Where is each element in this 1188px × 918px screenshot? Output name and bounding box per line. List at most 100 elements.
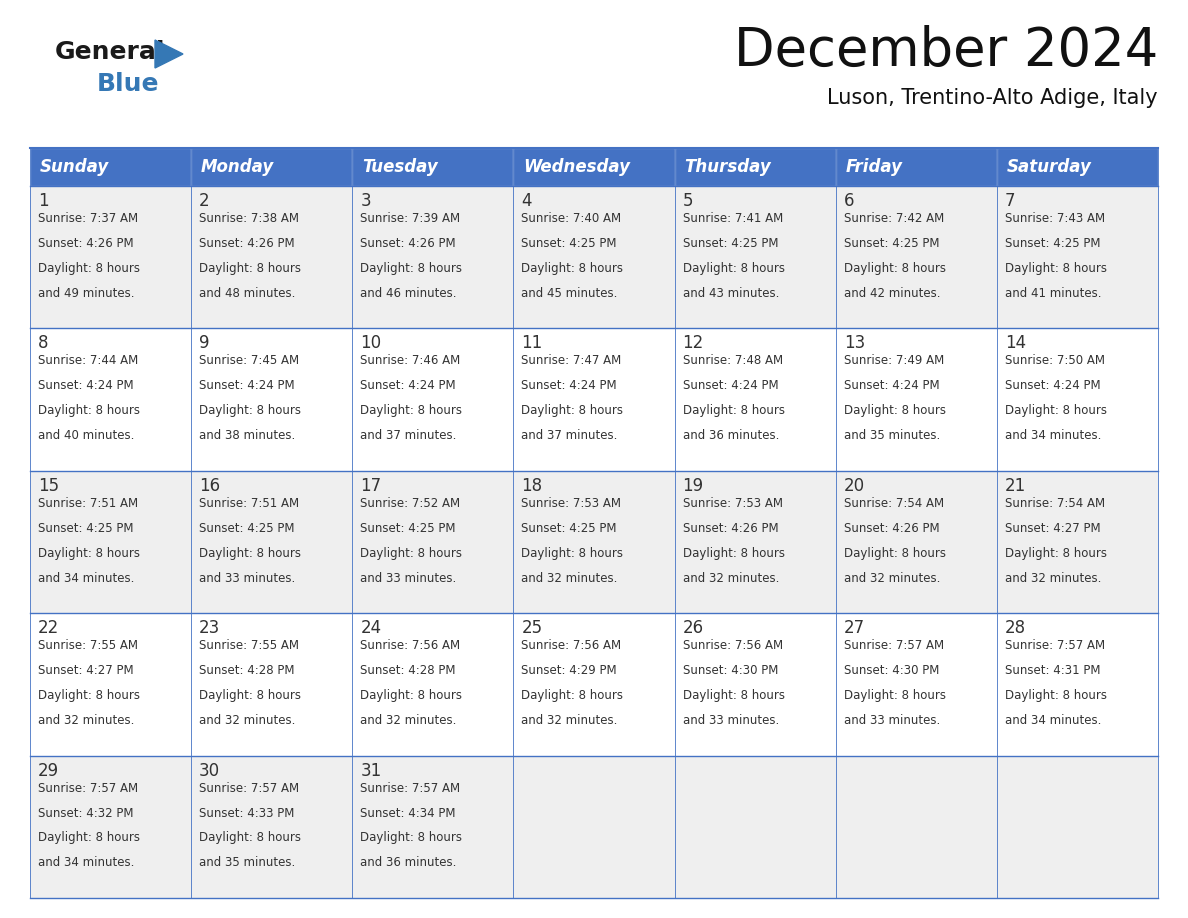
- Bar: [835, 329, 997, 471]
- Text: Daylight: 8 hours: Daylight: 8 hours: [683, 689, 784, 702]
- Text: Sunset: 4:26 PM: Sunset: 4:26 PM: [38, 237, 133, 250]
- Text: Sunset: 4:25 PM: Sunset: 4:25 PM: [200, 521, 295, 534]
- Text: and 32 minutes.: and 32 minutes.: [843, 572, 940, 585]
- Bar: [675, 186, 835, 329]
- Text: Wednesday: Wednesday: [524, 158, 631, 176]
- Bar: [997, 329, 1158, 471]
- Text: Sunrise: 7:51 AM: Sunrise: 7:51 AM: [200, 497, 299, 509]
- Text: Sunrise: 7:57 AM: Sunrise: 7:57 AM: [38, 781, 138, 795]
- Text: Sunrise: 7:55 AM: Sunrise: 7:55 AM: [200, 639, 299, 652]
- Text: Sunset: 4:26 PM: Sunset: 4:26 PM: [200, 237, 295, 250]
- Bar: [353, 756, 513, 898]
- Text: 22: 22: [38, 620, 59, 637]
- Text: Sunrise: 7:53 AM: Sunrise: 7:53 AM: [683, 497, 783, 509]
- Bar: [835, 148, 997, 186]
- Text: Sunset: 4:27 PM: Sunset: 4:27 PM: [38, 664, 133, 677]
- Bar: [513, 186, 675, 329]
- Text: Daylight: 8 hours: Daylight: 8 hours: [522, 689, 624, 702]
- Text: Sunset: 4:25 PM: Sunset: 4:25 PM: [360, 521, 456, 534]
- Text: 8: 8: [38, 334, 49, 353]
- Text: Daylight: 8 hours: Daylight: 8 hours: [1005, 546, 1107, 560]
- Bar: [513, 613, 675, 756]
- Text: Sunset: 4:27 PM: Sunset: 4:27 PM: [1005, 521, 1100, 534]
- Bar: [30, 756, 191, 898]
- Text: Sunrise: 7:55 AM: Sunrise: 7:55 AM: [38, 639, 138, 652]
- Text: and 34 minutes.: and 34 minutes.: [38, 572, 134, 585]
- Text: Sunset: 4:26 PM: Sunset: 4:26 PM: [360, 237, 456, 250]
- Text: Sunrise: 7:56 AM: Sunrise: 7:56 AM: [683, 639, 783, 652]
- Text: Sunset: 4:25 PM: Sunset: 4:25 PM: [1005, 237, 1100, 250]
- Text: and 41 minutes.: and 41 minutes.: [1005, 286, 1101, 300]
- Text: Daylight: 8 hours: Daylight: 8 hours: [200, 546, 301, 560]
- Text: 10: 10: [360, 334, 381, 353]
- Text: Sunrise: 7:45 AM: Sunrise: 7:45 AM: [200, 354, 299, 367]
- Text: Daylight: 8 hours: Daylight: 8 hours: [200, 262, 301, 274]
- Text: 28: 28: [1005, 620, 1026, 637]
- Text: and 32 minutes.: and 32 minutes.: [683, 572, 779, 585]
- Bar: [997, 756, 1158, 898]
- Text: Daylight: 8 hours: Daylight: 8 hours: [200, 832, 301, 845]
- Text: 27: 27: [843, 620, 865, 637]
- Text: and 38 minutes.: and 38 minutes.: [200, 429, 296, 442]
- Text: Sunset: 4:24 PM: Sunset: 4:24 PM: [522, 379, 617, 392]
- Text: Daylight: 8 hours: Daylight: 8 hours: [38, 832, 140, 845]
- Text: Daylight: 8 hours: Daylight: 8 hours: [843, 262, 946, 274]
- Text: and 34 minutes.: and 34 minutes.: [38, 856, 134, 869]
- Text: Daylight: 8 hours: Daylight: 8 hours: [360, 546, 462, 560]
- Text: 30: 30: [200, 762, 220, 779]
- Text: Daylight: 8 hours: Daylight: 8 hours: [683, 262, 784, 274]
- Bar: [513, 329, 675, 471]
- Text: Sunday: Sunday: [40, 158, 109, 176]
- Bar: [353, 186, 513, 329]
- Text: 9: 9: [200, 334, 209, 353]
- Text: Sunrise: 7:39 AM: Sunrise: 7:39 AM: [360, 212, 461, 225]
- Text: Sunset: 4:24 PM: Sunset: 4:24 PM: [38, 379, 133, 392]
- Text: Blue: Blue: [97, 72, 159, 96]
- Bar: [513, 471, 675, 613]
- Text: Sunrise: 7:50 AM: Sunrise: 7:50 AM: [1005, 354, 1105, 367]
- Text: 11: 11: [522, 334, 543, 353]
- Text: Daylight: 8 hours: Daylight: 8 hours: [38, 689, 140, 702]
- Text: and 49 minutes.: and 49 minutes.: [38, 286, 134, 300]
- Text: 29: 29: [38, 762, 59, 779]
- Text: Sunrise: 7:51 AM: Sunrise: 7:51 AM: [38, 497, 138, 509]
- Text: 21: 21: [1005, 476, 1026, 495]
- Bar: [191, 471, 353, 613]
- Text: and 32 minutes.: and 32 minutes.: [38, 714, 134, 727]
- Text: and 32 minutes.: and 32 minutes.: [522, 714, 618, 727]
- Text: 25: 25: [522, 620, 543, 637]
- Text: Daylight: 8 hours: Daylight: 8 hours: [38, 546, 140, 560]
- Text: Daylight: 8 hours: Daylight: 8 hours: [683, 404, 784, 418]
- Text: Sunset: 4:29 PM: Sunset: 4:29 PM: [522, 664, 617, 677]
- Text: and 34 minutes.: and 34 minutes.: [1005, 429, 1101, 442]
- Text: Sunrise: 7:42 AM: Sunrise: 7:42 AM: [843, 212, 944, 225]
- Text: Daylight: 8 hours: Daylight: 8 hours: [1005, 689, 1107, 702]
- Text: Sunset: 4:28 PM: Sunset: 4:28 PM: [360, 664, 456, 677]
- Text: Daylight: 8 hours: Daylight: 8 hours: [683, 546, 784, 560]
- Text: 2: 2: [200, 192, 210, 210]
- Text: Daylight: 8 hours: Daylight: 8 hours: [522, 404, 624, 418]
- Text: 13: 13: [843, 334, 865, 353]
- Text: 23: 23: [200, 620, 221, 637]
- Bar: [353, 613, 513, 756]
- Text: Friday: Friday: [846, 158, 903, 176]
- Text: Sunrise: 7:56 AM: Sunrise: 7:56 AM: [522, 639, 621, 652]
- Text: 26: 26: [683, 620, 703, 637]
- Text: and 33 minutes.: and 33 minutes.: [683, 714, 779, 727]
- Bar: [675, 471, 835, 613]
- Text: Sunrise: 7:43 AM: Sunrise: 7:43 AM: [1005, 212, 1105, 225]
- Text: 20: 20: [843, 476, 865, 495]
- Text: 17: 17: [360, 476, 381, 495]
- Text: Daylight: 8 hours: Daylight: 8 hours: [360, 262, 462, 274]
- Text: Daylight: 8 hours: Daylight: 8 hours: [843, 404, 946, 418]
- Text: Sunset: 4:28 PM: Sunset: 4:28 PM: [200, 664, 295, 677]
- Text: Daylight: 8 hours: Daylight: 8 hours: [360, 689, 462, 702]
- Text: 3: 3: [360, 192, 371, 210]
- Text: 15: 15: [38, 476, 59, 495]
- Text: Sunrise: 7:57 AM: Sunrise: 7:57 AM: [200, 781, 299, 795]
- Bar: [513, 148, 675, 186]
- Text: 4: 4: [522, 192, 532, 210]
- Bar: [191, 186, 353, 329]
- Text: Sunrise: 7:37 AM: Sunrise: 7:37 AM: [38, 212, 138, 225]
- Bar: [513, 756, 675, 898]
